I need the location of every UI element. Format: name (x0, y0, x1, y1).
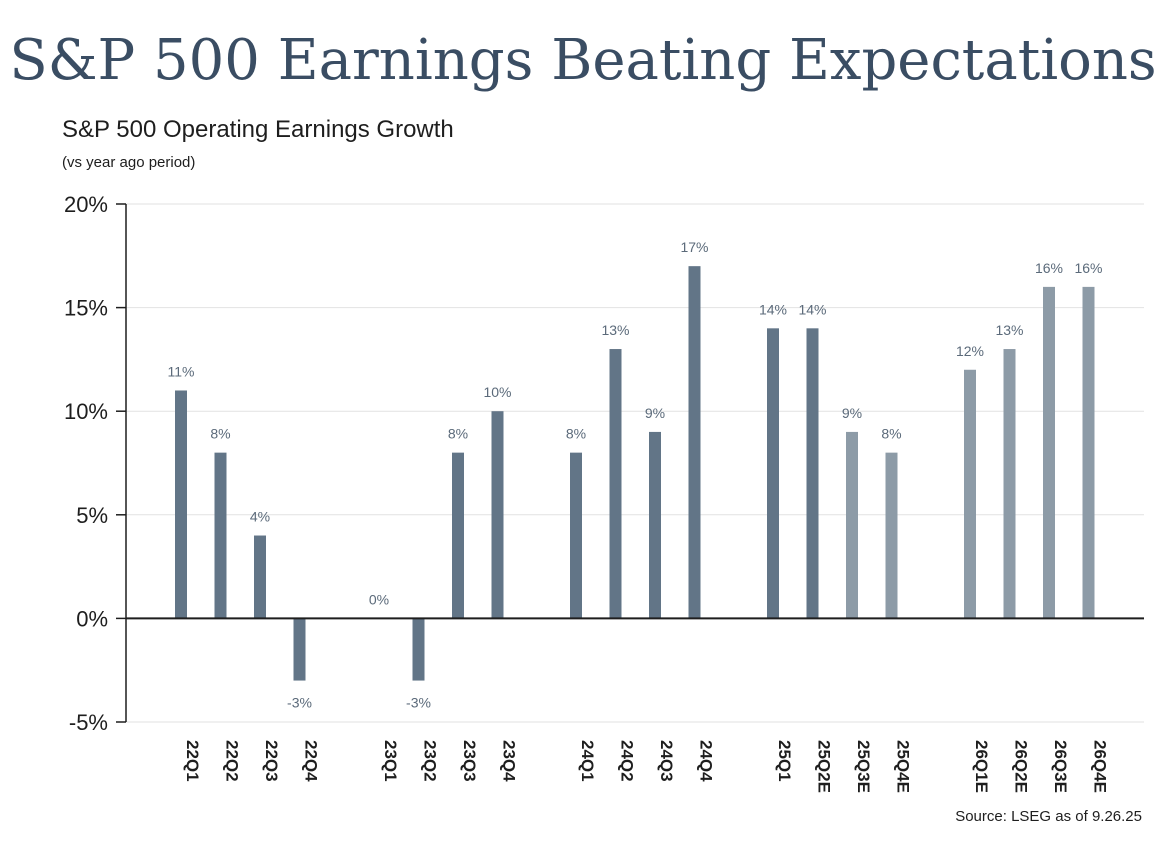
x-tick-label: 22Q1 (183, 740, 202, 782)
data-label-26q3e: 16% (1035, 260, 1063, 276)
bar-22q1 (175, 390, 187, 619)
data-label-22q2: 8% (210, 426, 230, 442)
x-tick-label: 26Q3E (1051, 740, 1070, 793)
data-label-23q3: 8% (448, 426, 468, 442)
bar-23q2 (412, 618, 425, 681)
data-label-26q2e: 13% (995, 322, 1023, 338)
y-tick-label: 5% (76, 503, 108, 528)
x-tick-label: 23Q1 (381, 740, 400, 782)
x-tick-label: 25Q4E (894, 740, 913, 793)
x-tick-label: 25Q2E (815, 740, 834, 793)
data-label-25q1: 14% (759, 301, 787, 317)
x-tick-label: 26Q4E (1091, 740, 1110, 793)
x-tick-label: 25Q3E (854, 740, 873, 793)
x-tick-label: 22Q2 (223, 740, 242, 782)
bar-23q3 (452, 452, 464, 619)
y-tick-label: 15% (64, 296, 108, 321)
bar-25q4e (885, 452, 898, 619)
data-label-26q4e: 16% (1074, 260, 1102, 276)
data-label-24q3: 9% (645, 405, 665, 421)
data-label-22q4: -3% (287, 695, 312, 711)
x-tick-label: 25Q1 (775, 740, 794, 782)
bar-22q2 (214, 452, 227, 619)
data-label-24q2: 13% (601, 322, 629, 338)
x-tick-label: 22Q3 (262, 740, 281, 782)
y-tick-label: 0% (76, 606, 108, 631)
bar-22q3 (254, 535, 266, 619)
x-tick-label: 22Q4 (302, 740, 321, 782)
bar-24q4 (688, 266, 701, 619)
data-label-25q4e: 8% (881, 426, 901, 442)
bar-25q1 (767, 328, 779, 619)
data-label-24q1: 8% (566, 426, 586, 442)
y-tick-label: 20% (64, 192, 108, 217)
bar-26q4e (1082, 286, 1095, 619)
y-tick-label: 10% (64, 399, 108, 424)
data-label-23q2: -3% (406, 695, 431, 711)
bar-23q4 (491, 411, 504, 619)
x-tick-label: 24Q3 (657, 740, 676, 782)
x-tick-label: 26Q2E (1012, 740, 1031, 793)
bar-26q1e (964, 369, 976, 619)
x-tick-label: 23Q4 (500, 740, 519, 782)
data-label-23q4: 10% (483, 384, 511, 400)
x-tick-label: 23Q3 (460, 740, 479, 782)
data-label-24q4: 17% (680, 239, 708, 255)
data-label-22q1: 11% (168, 363, 195, 379)
bar-24q1 (570, 452, 582, 619)
x-tick-label: 24Q4 (697, 740, 716, 782)
bar-26q3e (1043, 286, 1055, 619)
data-label-25q2e: 14% (798, 301, 826, 317)
bar-24q3 (649, 431, 661, 619)
x-tick-label: 24Q1 (578, 740, 597, 782)
y-tick-label: -5% (69, 710, 108, 735)
data-label-22q3: 4% (250, 509, 270, 525)
source-note: Source: LSEG as of 9.26.25 (955, 808, 1142, 825)
chart-subtitle: (vs year ago period) (62, 154, 196, 171)
bar-26q2e (1003, 349, 1016, 619)
bar-25q3e (846, 431, 858, 619)
data-label-23q1: 0% (369, 591, 389, 607)
chart-title: S&P 500 Operating Earnings Growth (62, 116, 454, 143)
data-label-26q1e: 12% (956, 343, 984, 359)
page-title: S&P 500 Earnings Beating Expectations (9, 28, 1157, 93)
bar-24q2 (609, 349, 622, 619)
bar-22q4 (293, 618, 306, 681)
x-tick-label: 24Q2 (618, 740, 637, 782)
bar-25q2e (806, 328, 819, 619)
data-label-25q3e: 9% (842, 405, 862, 421)
x-tick-label: 26Q1E (972, 740, 991, 793)
x-tick-label: 23Q2 (421, 740, 440, 782)
